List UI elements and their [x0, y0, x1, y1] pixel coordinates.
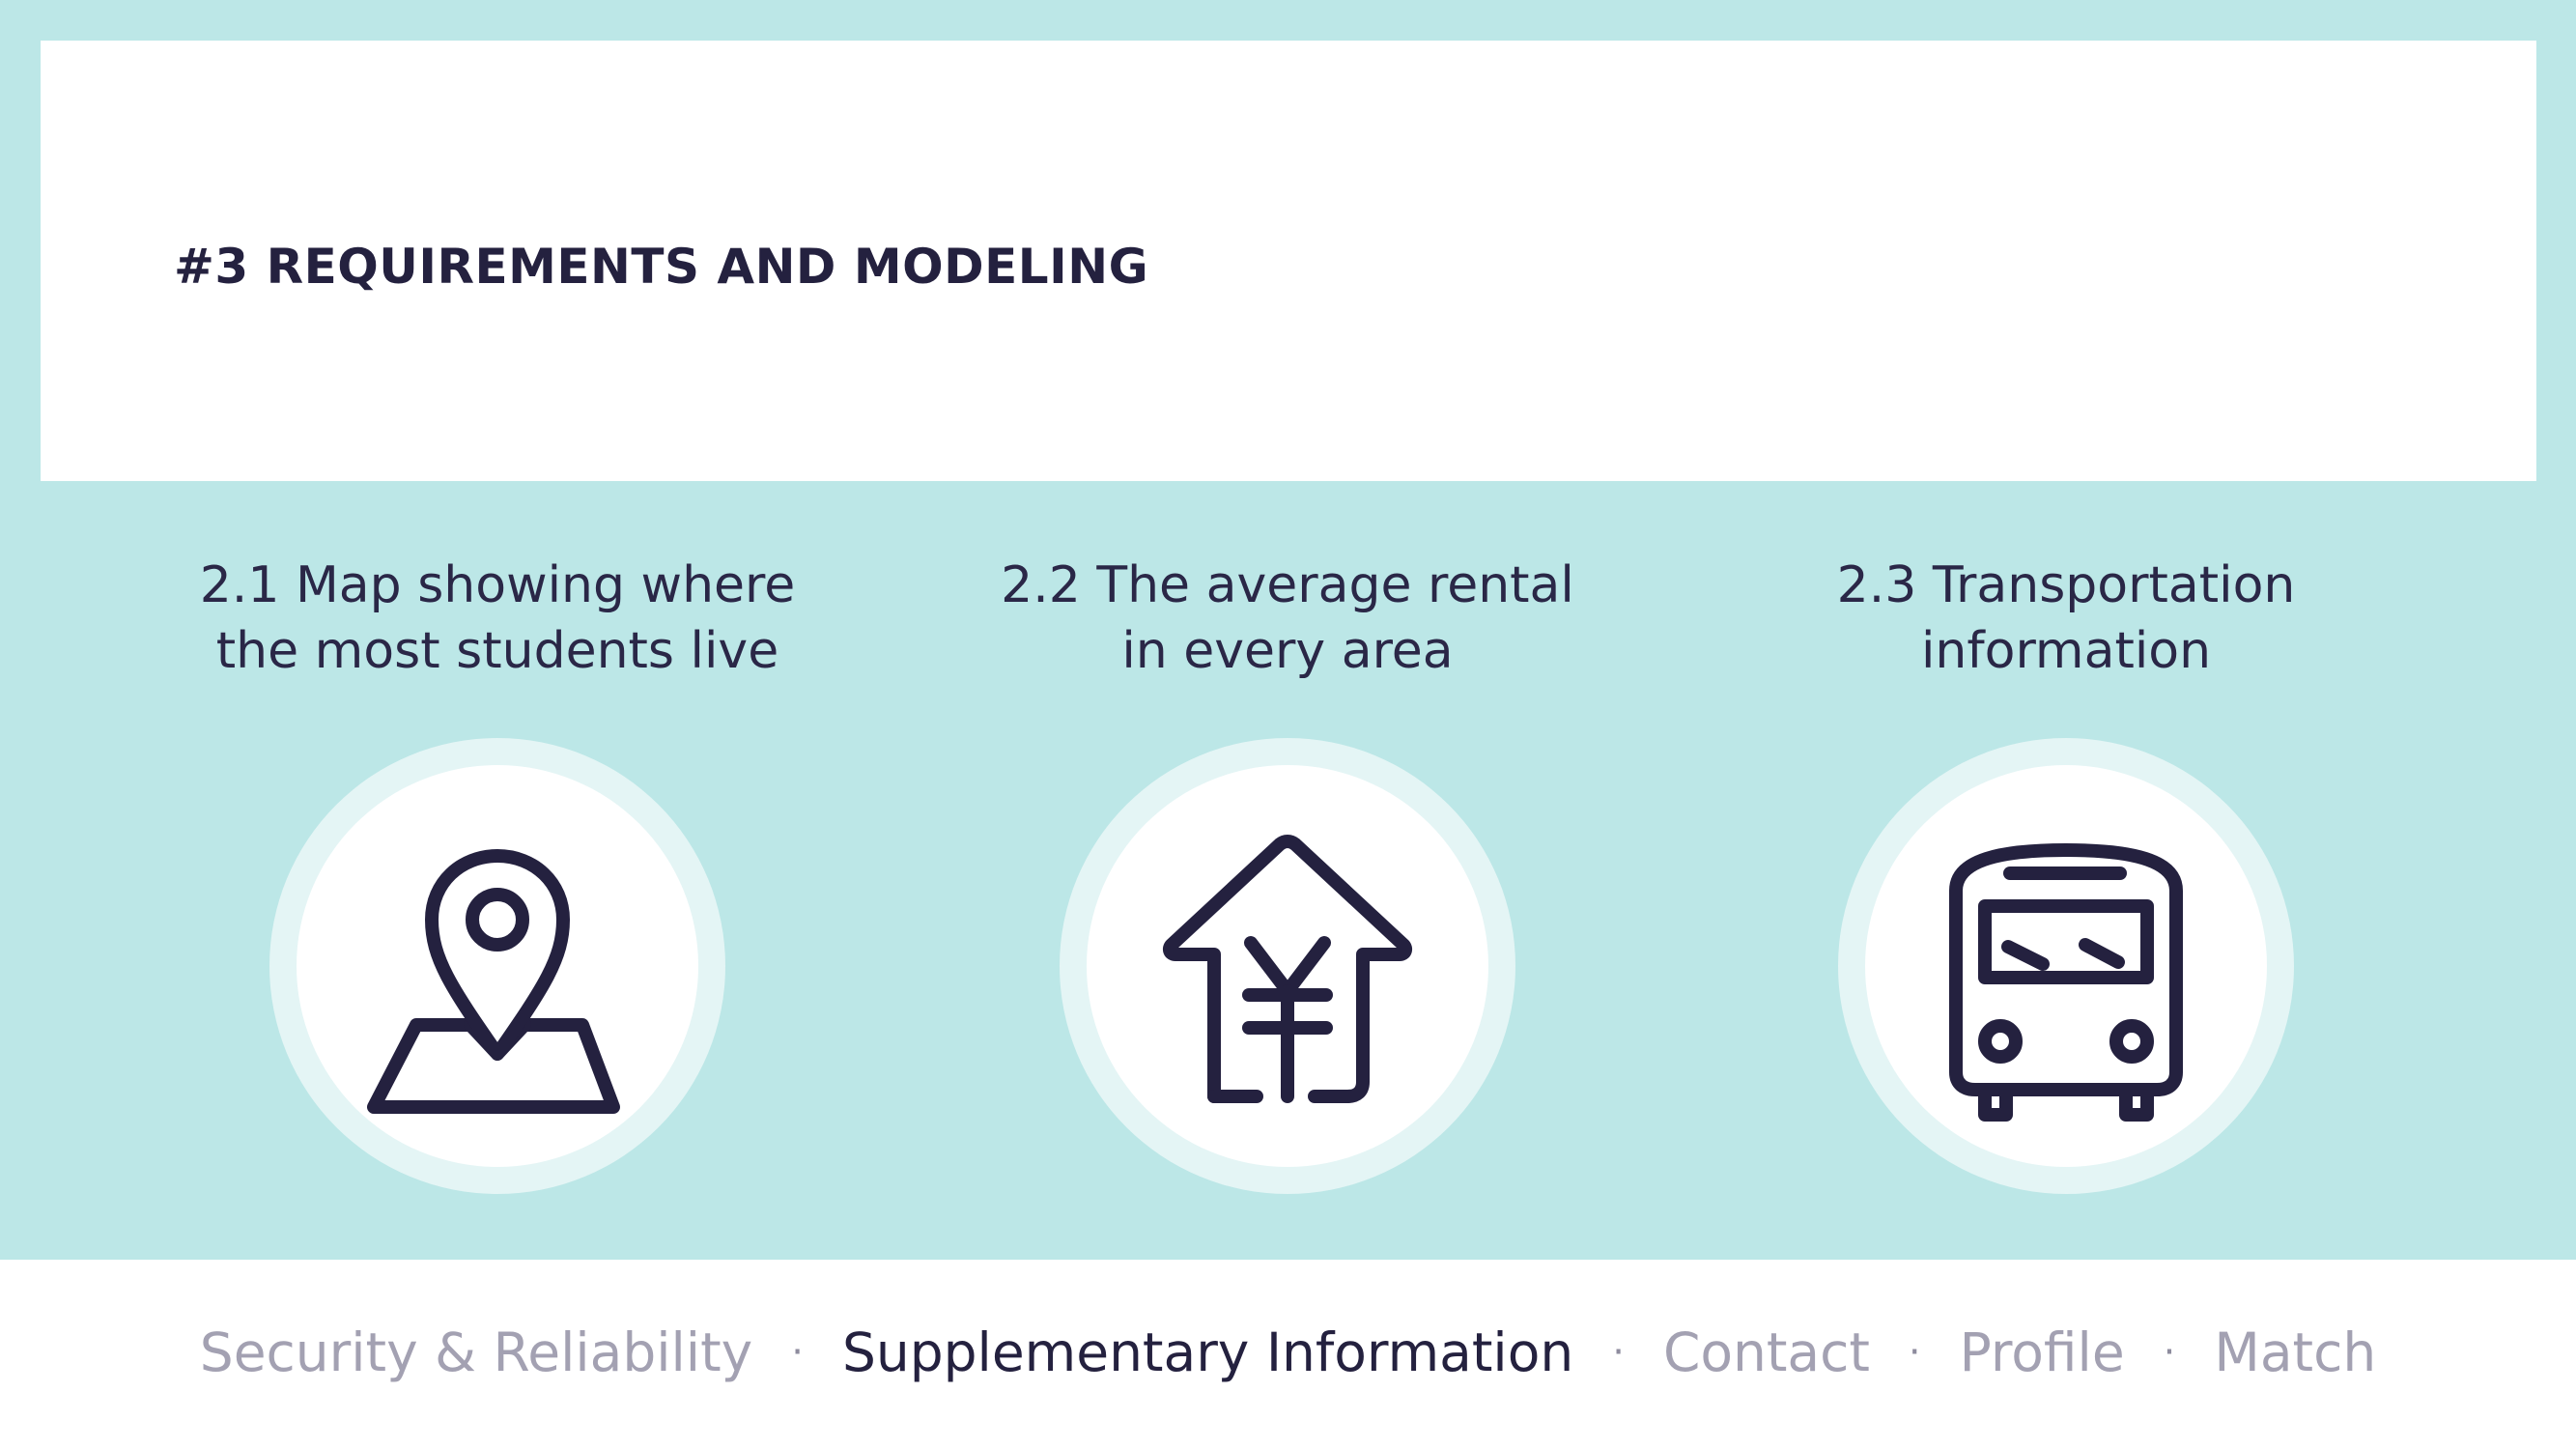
nav-item-match[interactable]: Match — [2214, 1321, 2377, 1383]
feature-heading-line: 2.2 The average rental — [1001, 556, 1574, 614]
icon-ring-rental — [1060, 738, 1515, 1194]
nav-separator: · — [1612, 1330, 1625, 1375]
nav-separator: · — [2163, 1330, 2176, 1375]
icon-ring-transport — [1838, 738, 2294, 1194]
header-card — [41, 41, 2536, 481]
feature-heading-line: the most students live — [215, 622, 779, 680]
feature-heading-rental: 2.2 The average rental in every area — [901, 553, 1674, 684]
house-yen-icon — [1162, 835, 1413, 1103]
icon-ring-map — [269, 738, 725, 1194]
feature-heading-line: 2.1 Map showing where — [199, 556, 796, 614]
icon-disc — [1087, 765, 1488, 1167]
nav-separator: · — [791, 1330, 804, 1375]
icon-disc — [297, 765, 698, 1167]
footer-bar: Security & Reliability · Supplementary I… — [0, 1260, 2576, 1449]
icon-disc — [1865, 765, 2267, 1167]
nav-item-contact[interactable]: Contact — [1662, 1321, 1870, 1383]
feature-heading-transport: 2.3 Transportation information — [1680, 553, 2452, 684]
feature-heading-map: 2.1 Map showing where the most students … — [111, 553, 884, 684]
map-pin-icon — [367, 849, 620, 1114]
feature-heading-line: in every area — [1121, 622, 1454, 680]
feature-heading-line: 2.3 Transportation — [1836, 556, 2296, 614]
feature-heading-line: information — [1920, 622, 2212, 680]
page-title: #3 REQUIREMENTS AND MODELING — [174, 239, 1149, 295]
nav-item-supplementary-information[interactable]: Supplementary Information — [841, 1321, 1574, 1383]
footer-nav: Security & Reliability · Supplementary I… — [0, 1321, 2576, 1383]
nav-separator: · — [1908, 1330, 1921, 1375]
nav-item-security-reliability[interactable]: Security & Reliability — [199, 1321, 753, 1383]
bus-icon — [1949, 843, 2183, 1122]
nav-item-profile[interactable]: Profile — [1959, 1321, 2125, 1383]
